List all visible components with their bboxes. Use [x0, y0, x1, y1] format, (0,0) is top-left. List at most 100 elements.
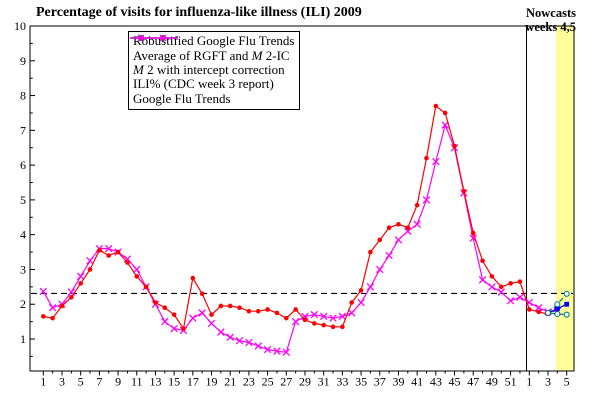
marker-circle: [181, 326, 186, 331]
marker-circle: [508, 281, 513, 286]
x-tick-label: 41: [411, 375, 423, 389]
x-tick-label: 11: [131, 375, 143, 389]
marker-x: [338, 312, 347, 321]
marker-x: [506, 297, 515, 305]
marker-circle: [489, 274, 495, 279]
x-tick-label: 31: [318, 375, 330, 389]
marker-circle-open: [563, 290, 570, 297]
marker-x: [497, 288, 506, 296]
marker-circle: [442, 110, 448, 116]
marker-x: [189, 314, 197, 322]
marker-circle: [50, 315, 55, 321]
marker-x: [170, 324, 178, 333]
marker-circle: [377, 237, 383, 243]
x-tick-label: 17: [187, 375, 199, 389]
marker-circle: [274, 310, 280, 316]
marker-x: [432, 157, 440, 166]
x-tick-label: 37: [374, 375, 386, 389]
marker-x: [366, 283, 375, 291]
nowcast-band: [556, 26, 574, 371]
legend: Robustified Google Flu Trends Average of …: [128, 31, 301, 110]
marker-x: [329, 314, 337, 322]
marker-circle: [190, 275, 196, 281]
marker-x: [422, 196, 431, 204]
marker-circle: [69, 294, 74, 300]
x-tick-label: 27: [280, 375, 292, 389]
y-tick-label: 9: [20, 54, 26, 68]
x-tick-label: 45: [449, 375, 461, 389]
legend-item-m2ic: M 2 with intercept correction: [130, 34, 294, 77]
marker-circle-open: [554, 310, 561, 318]
marker-x: [273, 347, 281, 355]
marker-x: [104, 244, 113, 253]
marker-x: [413, 220, 421, 229]
legend-item-ili: ILI% (CDC week 3 report): [130, 35, 294, 91]
x-tick-label: 51: [505, 375, 517, 389]
marker-circle: [199, 291, 205, 297]
y-tick-label: 6: [20, 158, 26, 172]
marker-x: [478, 276, 487, 284]
legend-swatch-gft: [130, 34, 178, 42]
marker-x: [86, 257, 94, 265]
x-tick-label: 25: [262, 375, 274, 389]
marker-circle: [78, 281, 83, 286]
y-tick-label: 8: [20, 89, 26, 103]
marker-circle: [171, 312, 177, 317]
marker-circle: [237, 305, 242, 311]
legend-label-gft: Google Flu Trends: [133, 90, 231, 106]
x-tick-label: 9: [115, 375, 121, 389]
marker-x: [385, 251, 393, 260]
marker-x: [161, 317, 169, 326]
marker-x: [347, 309, 356, 317]
series-rgft: [544, 290, 570, 316]
marker-circle: [340, 324, 345, 330]
marker-circle: [526, 307, 532, 312]
series-ili: [41, 103, 551, 331]
marker-circle: [265, 307, 270, 312]
x-tick-label: 21: [224, 375, 236, 389]
marker-circle: [246, 308, 252, 314]
x-tick-label: 47: [467, 375, 479, 389]
marker-x: [254, 342, 263, 350]
x-tick-label: 33: [336, 375, 348, 389]
marker-circle: [386, 225, 392, 231]
marker-circle: [293, 307, 298, 312]
marker-circle: [143, 284, 149, 290]
y-tick-label: 7: [20, 123, 26, 137]
x-tick-label: 7: [96, 375, 102, 389]
marker-circle: [115, 249, 121, 255]
x-tick-label: 43: [430, 375, 442, 389]
marker-circle-open: [563, 311, 570, 318]
legend-label-avg: Average of RGFT and M 2-IC: [133, 47, 290, 63]
nowcast-annotation-line1: Nowcasts: [526, 6, 576, 20]
x-tick-label: 5: [78, 375, 84, 389]
marker-x: [226, 333, 234, 342]
marker-x: [375, 265, 384, 274]
marker-x: [67, 288, 76, 296]
marker-x: [301, 312, 309, 321]
x-tick-label: 39: [392, 375, 404, 389]
marker-x: [534, 303, 543, 312]
marker-x: [137, 34, 145, 42]
marker-x: [394, 236, 403, 244]
plot-border: [29, 25, 575, 372]
marker-x: [404, 227, 412, 235]
y-tick-label: 3: [20, 262, 26, 276]
marker-circle: [227, 303, 233, 309]
marker-circle: [517, 279, 523, 284]
marker-x: [217, 328, 225, 336]
marker-circle: [433, 103, 439, 109]
marker-x: [357, 298, 365, 307]
marker-circle: [349, 300, 355, 305]
x-tick-label: 15: [168, 375, 180, 389]
marker-x: [123, 255, 132, 263]
marker-circle: [125, 260, 130, 265]
nowcast-annotation: Nowcasts weeks 4,5: [525, 6, 576, 34]
marker-circle: [302, 317, 308, 323]
marker-circle: [452, 143, 457, 149]
marker-square: [554, 306, 560, 312]
marker-x: [310, 310, 319, 319]
marker-circle-open: [544, 309, 552, 316]
